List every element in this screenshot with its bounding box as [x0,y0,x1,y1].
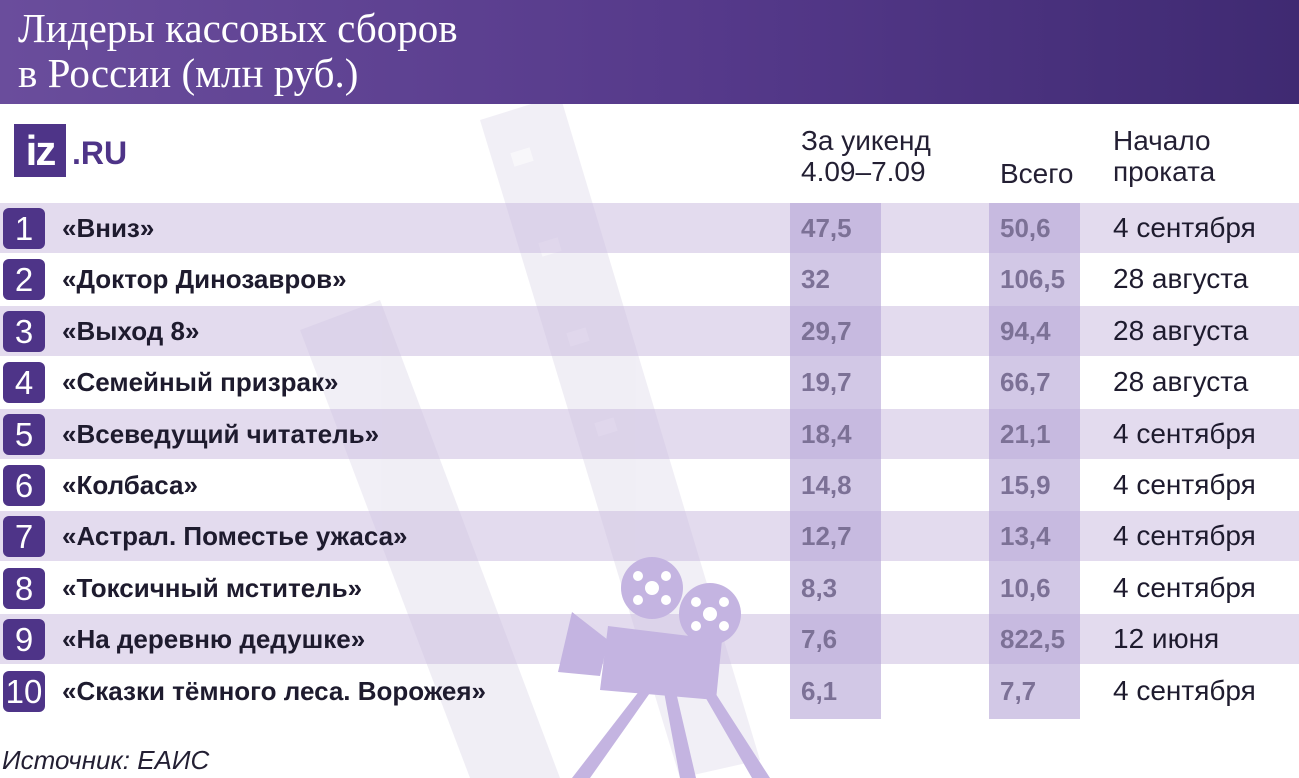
table-row: 2«Доктор Динозавров»32106,528 августа [0,254,1299,305]
release-start-date: 12 июня [1113,623,1220,654]
rank-badge: 3 [3,311,45,352]
release-start-date: 4 сентября [1113,212,1256,243]
film-title: «Доктор Динозавров» [62,264,347,294]
rank-badge: 7 [3,516,45,557]
release-start-date: 4 сентября [1113,418,1256,449]
rank-badge: 4 [3,362,45,403]
header-banner: Лидеры кассовых сборов в России (млн руб… [0,0,1299,104]
table-row: 1«Вниз»47,550,64 сентября [0,203,1299,254]
release-start-date: 28 августа [1113,366,1249,397]
rank-badge: 8 [3,568,45,609]
logo-domain: .RU [72,135,128,171]
film-title: «Токсичный мститель» [62,573,363,603]
column-header-release-start: Начало проката [1113,125,1216,187]
film-title: «Семейный призрак» [62,367,339,397]
source-note: Источник: ЕАИС [2,745,210,775]
film-title: «Всеведущий читатель» [62,419,380,449]
rank-badge: 2 [3,259,45,300]
column-header-weekend: За уикенд 4.09–7.09 [801,125,931,187]
table-row: 8«Токсичный мститель»8,310,64 сентября [0,563,1299,614]
column-header-total: Всего [1000,158,1074,189]
table-row: 6«Колбаса»14,815,94 сентября [0,460,1299,511]
rank-badge: 1 [3,208,45,249]
table-row: 5«Всеведущий читатель»18,421,14 сентября [0,409,1299,460]
table-row: 7«Астрал. Поместье ужаса»12,713,44 сентя… [0,511,1299,562]
release-start-date: 28 августа [1113,263,1249,294]
table-row: 10«Сказки тёмного леса. Ворожея»6,17,74 … [0,666,1299,717]
rank-badge: 10 [3,671,45,712]
film-title: «Вниз» [62,213,155,243]
release-start-date: 4 сентября [1113,572,1256,603]
total-column-highlight [989,203,1080,719]
rank-badge: 9 [3,619,45,660]
chart-title: Лидеры кассовых сборов в России (млн руб… [18,5,458,96]
release-start-date: 28 августа [1113,315,1249,346]
film-title: «Колбаса» [62,470,198,500]
release-start-date: 4 сентября [1113,675,1256,706]
logo-mark: iz [14,124,66,177]
release-start-date: 4 сентября [1113,520,1256,551]
rank-badge: 6 [3,465,45,506]
row-band [0,511,1299,561]
film-title: «На деревню дедушке» [62,624,366,654]
row-band [0,409,1299,459]
release-start-date: 4 сентября [1113,469,1256,500]
row-band [0,306,1299,356]
film-title: «Сказки тёмного леса. Ворожея» [62,676,487,706]
table-row: 3«Выход 8»29,794,428 августа [0,306,1299,357]
row-band [0,203,1299,253]
rank-badge: 5 [3,414,45,455]
table-row: 9«На деревню дедушке»7,6822,512 июня [0,614,1299,665]
table-row: 4«Семейный призрак»19,766,728 августа [0,357,1299,408]
film-title: «Выход 8» [62,316,200,346]
film-title: «Астрал. Поместье ужаса» [62,521,408,551]
weekend-column-highlight [790,203,881,719]
